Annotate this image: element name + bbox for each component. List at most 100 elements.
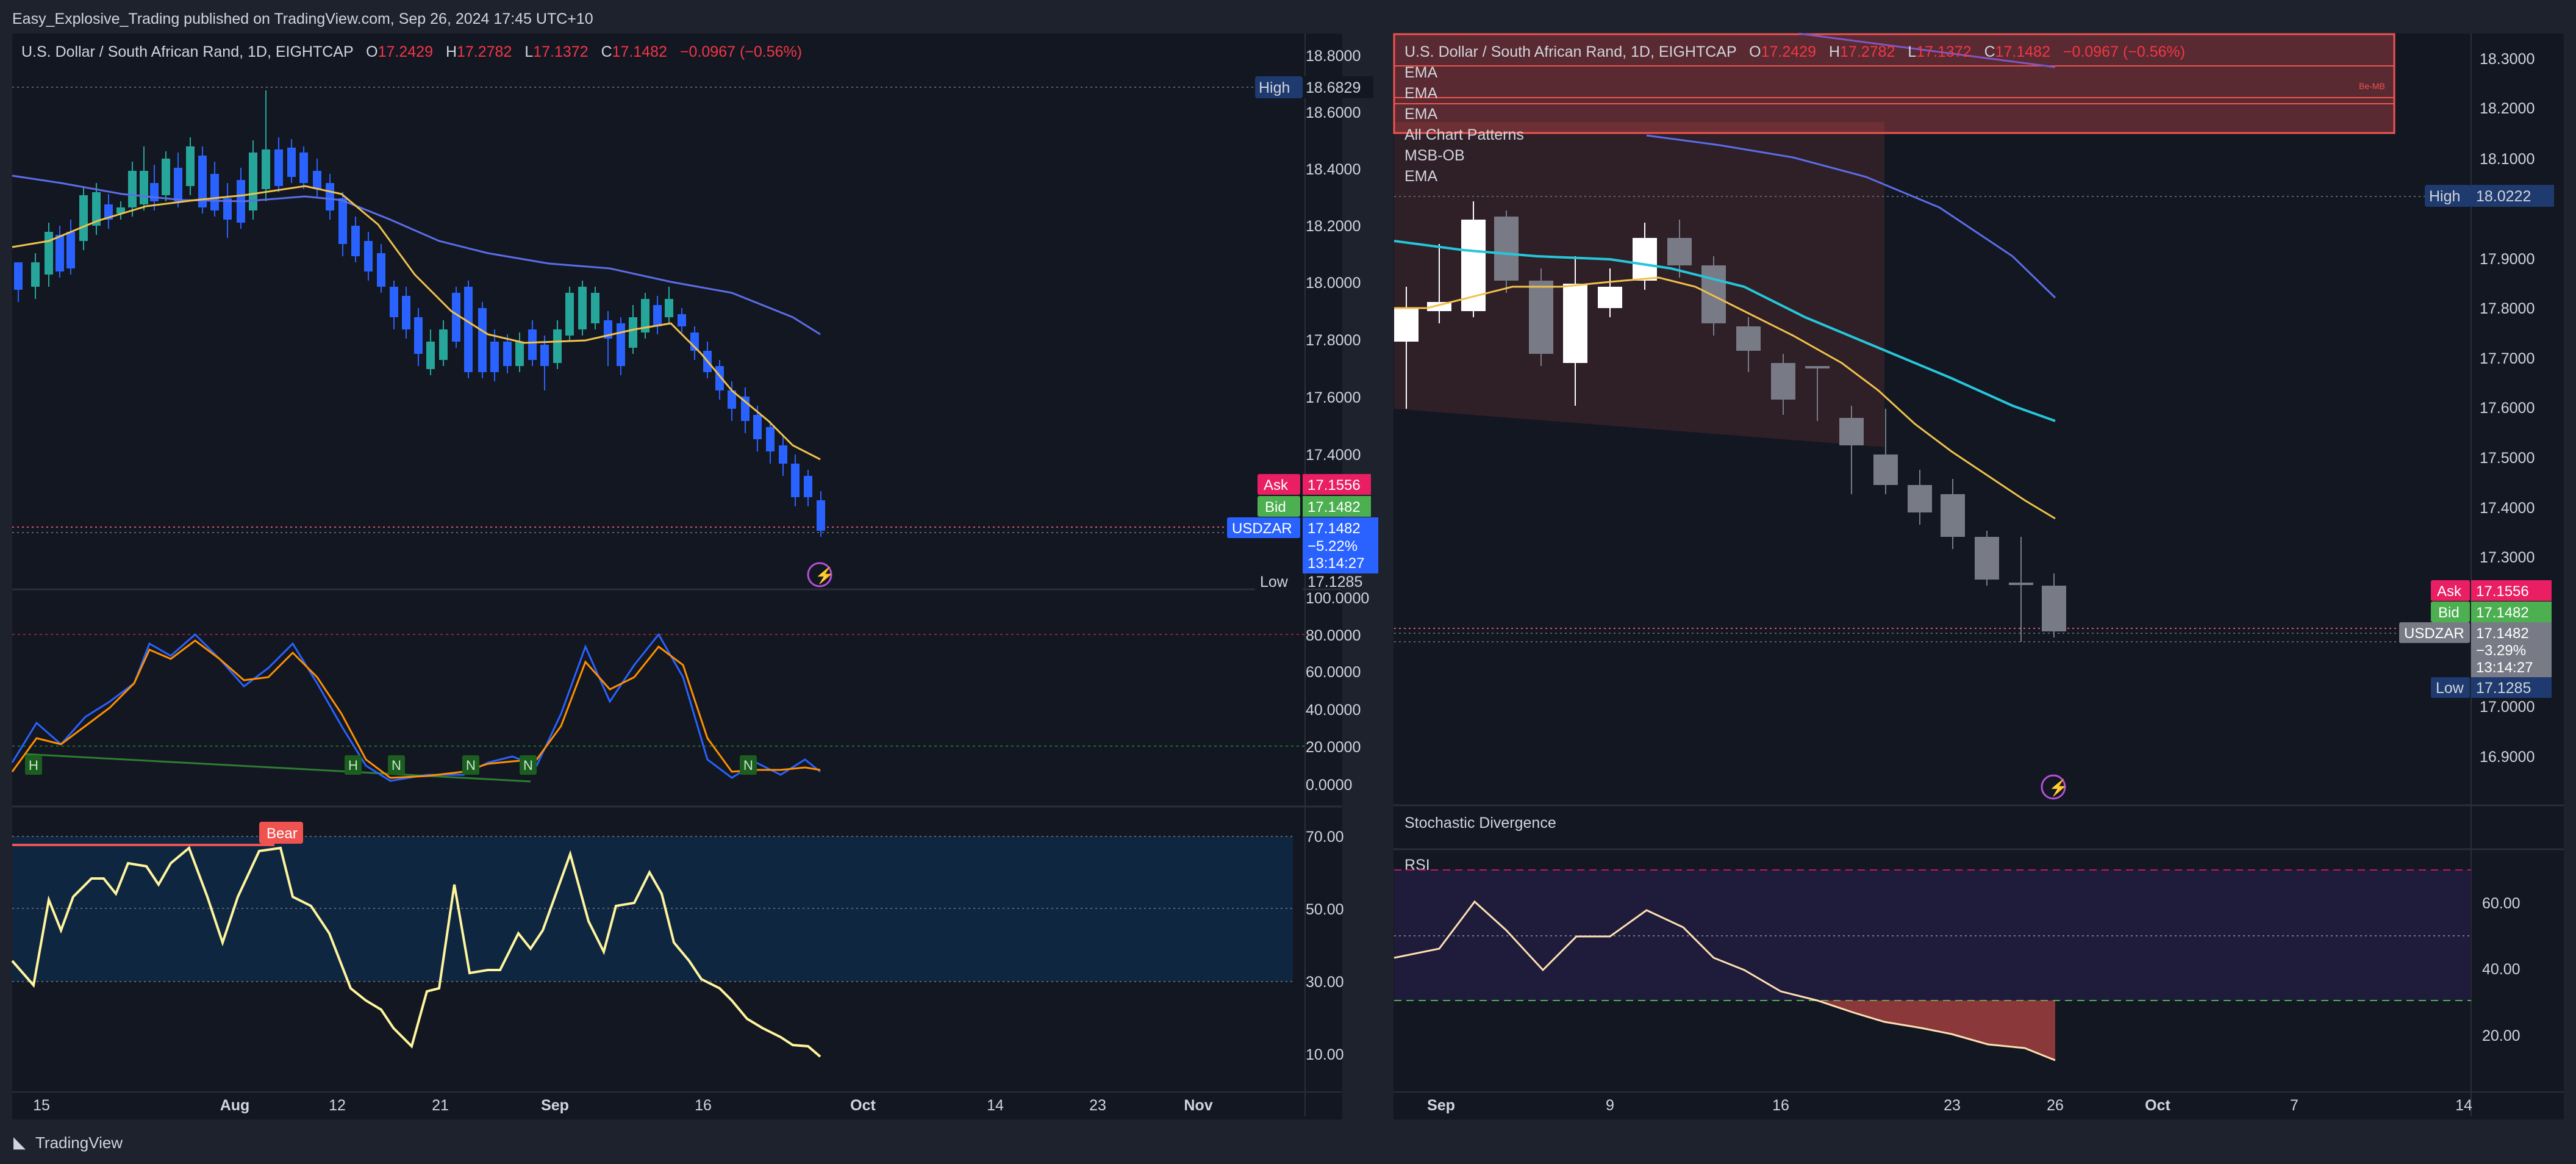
left-candle [553, 329, 562, 363]
svg-text:17.1285: 17.1285 [1308, 573, 1362, 591]
left-time-tick: 12 [329, 1097, 346, 1114]
left-candle [591, 293, 599, 323]
right-time-tick: 9 [1606, 1097, 1614, 1114]
left-candle [641, 299, 649, 332]
svg-text:U.S. Dollar / South African Ra: U.S. Dollar / South African Rand, 1D, EI… [21, 43, 802, 60]
indicator-item: EMA [1404, 85, 1438, 102]
right-candle [1701, 265, 1726, 323]
left-time-tick: Nov [1184, 1097, 1212, 1114]
stoch-axis-tick: 20.0000 [1306, 739, 1361, 756]
left-time-tick: 15 [33, 1097, 50, 1114]
left-rsi-line [11, 846, 821, 1058]
right-time-tick: Sep [1427, 1097, 1455, 1114]
left-price-axis[interactable]: 18.8000 18.6000 18.4000 18.2000 18.0000 17.80… [1306, 48, 1361, 464]
left-price-tick: 17.4000 [1306, 447, 1361, 464]
left-candle [452, 293, 460, 342]
left-candle [478, 308, 487, 372]
right-alert-bolt-icon[interactable] [2041, 774, 2066, 800]
left-price-tick: 18.2000 [1306, 218, 1361, 235]
stoch-axis-tick: 60.0000 [1306, 664, 1361, 681]
published-by-text: Easy_Explosive_Trading published on Trad… [12, 10, 593, 27]
left-candle [565, 293, 574, 336]
right-bid-tag [2431, 602, 2470, 622]
left-candle [665, 299, 673, 317]
left-bid-tag [1258, 496, 1300, 517]
right-price-tick: 18.1000 [2480, 151, 2535, 168]
left-candle [678, 314, 686, 326]
left-candle [223, 198, 232, 220]
right-candle [1873, 454, 1898, 485]
right-low-tag [2431, 677, 2470, 698]
rsi-axis-tick: 10.00 [1306, 1046, 1344, 1063]
right-price-tick: 18.2000 [2480, 100, 2535, 117]
left-stochastic-pane[interactable]: H H N N N N 100.0000 80.0000 60.0000 40.0000 20.0… [11, 590, 1369, 794]
indicator-item: EMA [1404, 64, 1438, 81]
tradingview-logo[interactable]: ◣ TradingView [13, 1133, 123, 1152]
left-candle [490, 342, 499, 372]
indicator-item: EMA [1404, 168, 1438, 185]
right-time-axis[interactable]: Sep 9 16 23 26 Oct 7 14 [1427, 1097, 2472, 1114]
left-candle [249, 153, 257, 210]
right-chart-panel[interactable]: Be-MB ⚡ U.S. Dollar / South African Rand… [1393, 32, 2564, 1119]
left-candle [210, 174, 219, 210]
right-symbol-title: U.S. Dollar / South African Rand, 1D, EI… [1404, 43, 1736, 60]
left-candle [174, 168, 182, 201]
svg-text:17.1482: 17.1482 [2476, 605, 2529, 621]
left-candle [45, 232, 53, 275]
bolt-glyph-icon: ⚡ [815, 566, 834, 585]
left-candle [653, 305, 662, 326]
svg-text:18.0222: 18.0222 [2476, 188, 2531, 205]
left-high-tag [1255, 76, 1303, 98]
left-candle [66, 232, 75, 268]
svg-text:18.6829: 18.6829 [1306, 79, 1361, 96]
right-price-tick: 17.6000 [2480, 400, 2535, 417]
left-candle [390, 287, 398, 317]
left-candle [426, 342, 435, 369]
stoch-marker-label: N [743, 758, 753, 773]
stoch-marker-label: N [523, 758, 533, 773]
right-ema-cyan-line [1394, 240, 2056, 422]
left-candle [79, 195, 88, 241]
right-price-axis[interactable]: 18.3000 18.2000 18.1000 17.9000 17.8000 17.70… [2480, 51, 2535, 766]
left-candle [128, 171, 137, 207]
svg-text:U.S. Dollar / South African Ra: U.S. Dollar / South African Rand, 1D, EI… [1404, 43, 2185, 60]
left-time-tick: 21 [432, 1097, 449, 1114]
svg-text:Bid: Bid [1265, 499, 1286, 516]
svg-text:Ask: Ask [2437, 583, 2462, 600]
right-price-tick: 17.5000 [2480, 450, 2535, 467]
left-candle [540, 345, 549, 366]
alert-bolt-icon[interactable] [807, 562, 832, 587]
header-bar [0, 0, 2576, 34]
left-time-axis[interactable]: 15 Aug 12 21 Sep 16 Oct 14 23 Nov [33, 1097, 1213, 1114]
right-price-tick: 18.3000 [2480, 51, 2535, 68]
left-low-tag [1255, 571, 1303, 592]
right-candle [1494, 217, 1519, 281]
svg-text:Low: Low [2436, 680, 2464, 697]
left-ema-slow-line [12, 174, 821, 336]
tradingview-logo-icon: ◣ [13, 1133, 26, 1151]
svg-text:17.1482: 17.1482 [2476, 625, 2529, 642]
svg-text:USDZAR: USDZAR [2404, 625, 2464, 642]
stochastic-divergence-title: Stochastic Divergence [1404, 814, 1556, 832]
svg-text:−5.22%: −5.22% [1308, 538, 1358, 555]
stoch-marker-label: N [466, 758, 476, 773]
ob-zone-box [1393, 33, 2395, 134]
left-price-tick: 17.6000 [1306, 389, 1361, 406]
right-time-tick: 26 [2047, 1097, 2064, 1114]
left-candle [791, 464, 800, 497]
right-price-tick: 17.7000 [2480, 350, 2535, 367]
left-chart-panel[interactable]: ⚡ U.S. Dollar / South African Rand, 1D, … [11, 34, 1378, 1119]
footer-brand: TradingView [35, 1133, 123, 1152]
rsi-axis-tick: 70.00 [1306, 828, 1344, 846]
right-price-tick: 17.0000 [2480, 699, 2535, 716]
left-price-tick: 17.8000 [1306, 332, 1361, 349]
bull-divergence-line [24, 753, 531, 783]
stoch-marker-label: H [348, 758, 358, 773]
stoch-axis-tick: 80.0000 [1306, 627, 1361, 644]
left-candle [92, 192, 101, 226]
left-rsi-pane[interactable]: Bear 70.00 50.00 30.00 10.00 [11, 822, 1344, 1063]
left-price-tick: 18.8000 [1306, 48, 1361, 65]
